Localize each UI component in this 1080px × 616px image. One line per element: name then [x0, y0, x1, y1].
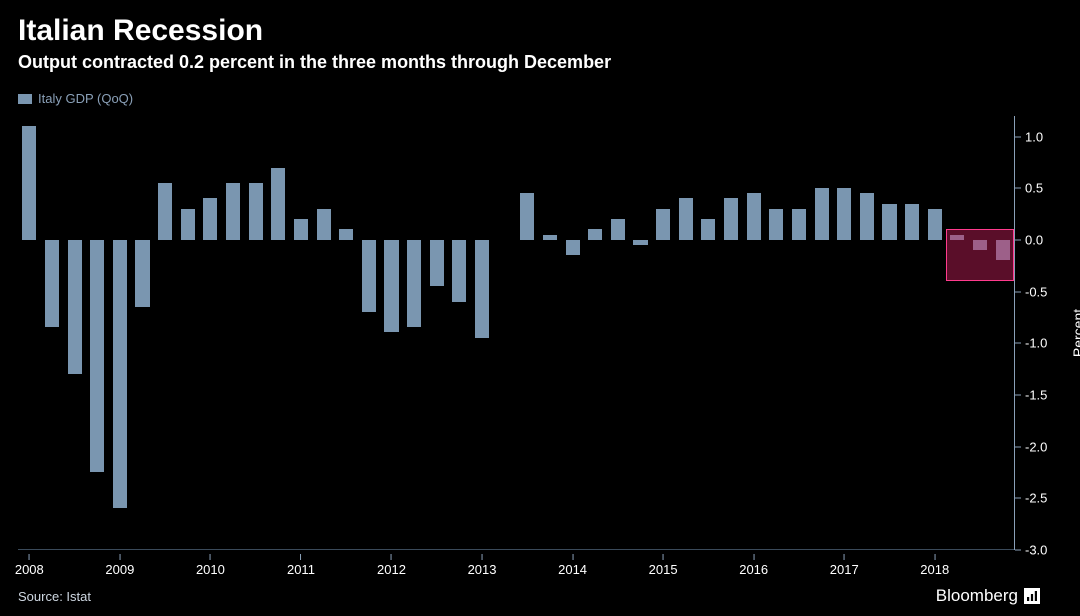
bar	[701, 219, 715, 240]
y-tick: -0.5	[1015, 284, 1047, 299]
bar	[882, 204, 896, 240]
bar	[611, 219, 625, 240]
legend: Italy GDP (QoQ)	[18, 91, 1062, 106]
legend-swatch	[18, 94, 32, 104]
bar	[452, 240, 466, 302]
y-axis: Percent 1.00.50.0-0.5-1.0-1.5-2.0-2.5-3.…	[1014, 116, 1062, 550]
y-tick: 0.0	[1015, 233, 1043, 248]
bar	[860, 193, 874, 239]
y-axis-label: Percent	[1070, 309, 1080, 357]
bar	[68, 240, 82, 374]
chart-container: Italian Recession Output contracted 0.2 …	[0, 0, 1080, 616]
y-tick: -1.0	[1015, 336, 1047, 351]
bar	[271, 168, 285, 240]
x-axis-ticks: 2008 2009 2010 2011 2012 2013 2014 2015 2016 2017…	[18, 554, 1014, 578]
y-tick: -2.0	[1015, 439, 1047, 454]
bar	[362, 240, 376, 312]
x-tick: 2016	[739, 554, 768, 577]
y-tick: -3.0	[1015, 543, 1047, 558]
bar	[905, 204, 919, 240]
x-tick: 2014	[558, 554, 587, 577]
bar	[22, 126, 36, 239]
x-tick: 2013	[468, 554, 497, 577]
bars-layer	[18, 116, 1014, 549]
bar	[928, 209, 942, 240]
brand: Bloomberg	[936, 586, 1040, 606]
bar	[339, 229, 353, 239]
bar	[430, 240, 444, 286]
y-tick: -2.5	[1015, 491, 1047, 506]
bar	[815, 188, 829, 240]
chart-title: Italian Recession	[18, 14, 1062, 48]
y-tick: 1.0	[1015, 129, 1043, 144]
footer: Source: Istat Bloomberg	[18, 586, 1062, 606]
x-tick: 2018	[920, 554, 949, 577]
x-tick: 2017	[830, 554, 859, 577]
bar	[769, 209, 783, 240]
bar	[113, 240, 127, 508]
bar	[724, 198, 738, 239]
x-tick: 2008	[15, 554, 44, 577]
bloomberg-logo-icon	[1024, 588, 1040, 604]
bar	[90, 240, 104, 472]
source-label: Source: Istat	[18, 589, 91, 604]
x-tick: 2009	[105, 554, 134, 577]
bar	[679, 198, 693, 239]
brand-label: Bloomberg	[936, 586, 1018, 606]
bar	[407, 240, 421, 328]
recession-highlight	[946, 229, 1014, 281]
x-tick: 2012	[377, 554, 406, 577]
bar	[633, 240, 647, 245]
y-tick: -1.5	[1015, 388, 1047, 403]
bar	[249, 183, 263, 240]
bar	[475, 240, 489, 338]
bar	[566, 240, 580, 255]
bar	[317, 209, 331, 240]
bar	[543, 235, 557, 240]
chart-area: Percent 1.00.50.0-0.5-1.0-1.5-2.0-2.5-3.…	[18, 116, 1062, 550]
bar	[747, 193, 761, 239]
bar	[520, 193, 534, 239]
bar	[45, 240, 59, 328]
bar	[294, 219, 308, 240]
bar	[656, 209, 670, 240]
bar	[792, 209, 806, 240]
bar	[226, 183, 240, 240]
plot-area	[18, 116, 1014, 550]
bar	[588, 229, 602, 239]
x-tick: 2010	[196, 554, 225, 577]
x-tick: 2011	[287, 554, 315, 577]
legend-label: Italy GDP (QoQ)	[38, 91, 133, 106]
bar	[158, 183, 172, 240]
y-tick: 0.5	[1015, 181, 1043, 196]
chart-subtitle: Output contracted 0.2 percent in the thr…	[18, 52, 1062, 73]
bar	[181, 209, 195, 240]
x-tick: 2015	[649, 554, 678, 577]
bar	[135, 240, 149, 307]
x-axis: 2008 2009 2010 2011 2012 2013 2014 2015 2016 2017…	[18, 554, 1062, 578]
bar	[384, 240, 398, 333]
bar	[203, 198, 217, 239]
bar	[837, 188, 851, 240]
